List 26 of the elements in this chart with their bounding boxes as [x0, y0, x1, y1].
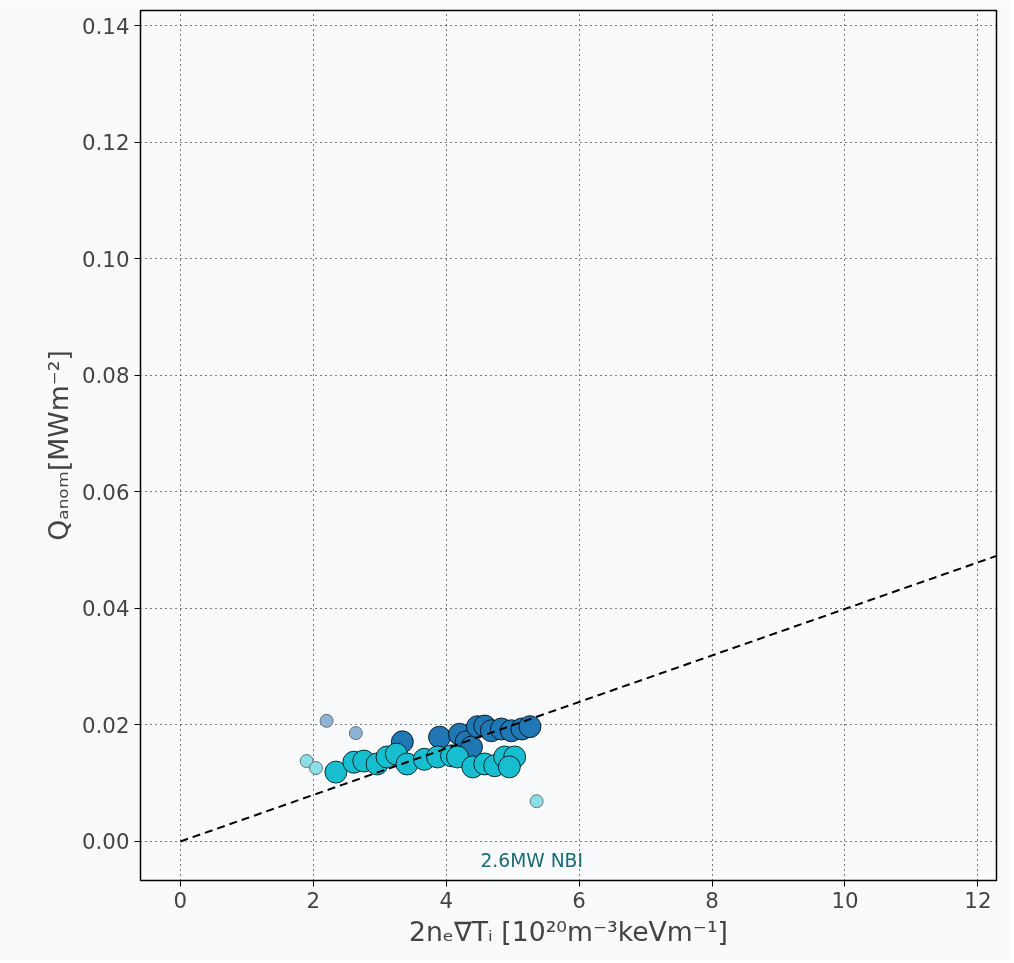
point	[348, 726, 363, 740]
x-tick-label: 8	[705, 887, 719, 913]
x-axis-title: 2nₑ∇Tᵢ [10²⁰m⁻³keVm⁻¹]	[409, 915, 728, 947]
y-tick-label: 0.06	[82, 479, 130, 505]
point	[529, 794, 544, 809]
y-tick-label: 0.10	[82, 246, 130, 272]
y-tick-label: 0.00	[82, 829, 130, 855]
x-tick-label: 2	[306, 887, 321, 913]
x-tick-label: 4	[439, 887, 454, 913]
point	[299, 754, 314, 768]
y-tick-label: 0.14	[82, 13, 130, 39]
y-axis-title: Qₐₙₒₘ[MWm⁻²]	[43, 350, 75, 541]
x-tick-label: 12	[964, 887, 992, 913]
x-tick-label: 6	[572, 887, 586, 913]
annotation: 2.6MW NBI	[480, 849, 583, 871]
x-tick-label: 0	[173, 887, 188, 913]
y-tick-label: 0.08	[82, 363, 130, 389]
point	[324, 760, 348, 784]
point	[518, 715, 542, 739]
point	[309, 761, 323, 775]
y-tick-label: 0.12	[82, 130, 130, 156]
y-tick-label: 0.02	[82, 712, 130, 738]
point	[319, 713, 334, 728]
x-tick-label: 10	[831, 887, 859, 913]
y-tick-label: 0.04	[82, 596, 130, 622]
point	[497, 755, 521, 779]
